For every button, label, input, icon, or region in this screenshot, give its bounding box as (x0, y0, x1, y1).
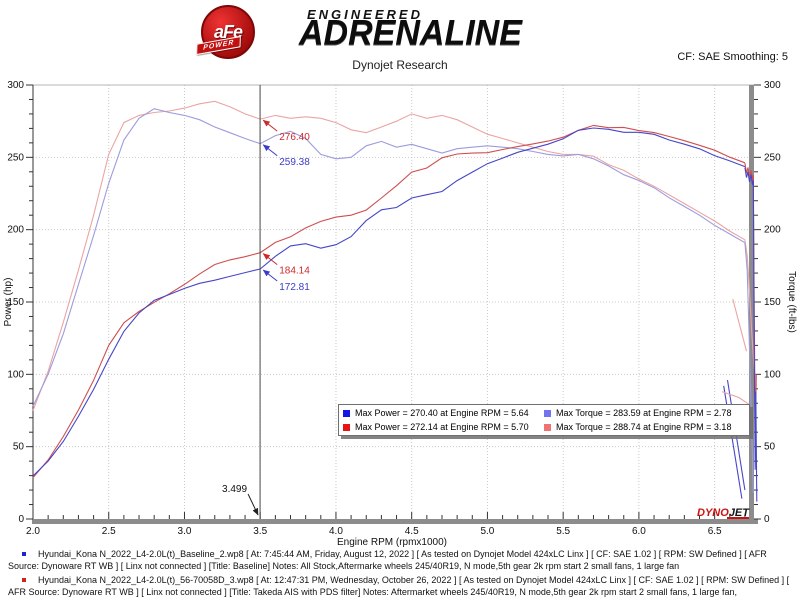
x-axis-title: Engine RPM (rpmx1000) (337, 537, 447, 548)
legend-swatch-icon (343, 423, 350, 431)
y-axis-left: 0 50 100 150 200 250 300 Power (hp) (3, 80, 33, 525)
annotations: 276.40 259.38 184.14 172.81 (262, 119, 310, 293)
legend-swatch-icon (343, 409, 350, 417)
svg-text:3.5: 3.5 (253, 526, 267, 537)
noise-torque_takeda (722, 391, 750, 406)
svg-text:250: 250 (7, 152, 24, 163)
page-title: Dynojet Research (352, 58, 448, 72)
annotation-value: 276.40 (279, 132, 310, 143)
y-axis-right: 0 50 100 150 200 250 300 Torque (ft-lbs) (754, 80, 797, 525)
note-text: Hyundai_Kona N_2022_L4-2.0L(t)_56-70058D… (8, 575, 790, 597)
svg-text:2.0: 2.0 (26, 526, 40, 537)
svg-text:200: 200 (7, 225, 24, 236)
legend-swatch-icon (544, 409, 551, 417)
legend-entry: Max Torque = 288.74 at Engine RPM = 3.18 (544, 420, 745, 434)
legend-text: Max Torque = 288.74 at Engine RPM = 3.18 (556, 422, 732, 432)
svg-text:50: 50 (764, 442, 776, 453)
cursor-value-label: 3.499 (222, 484, 247, 495)
annotation-value: 172.81 (279, 282, 310, 293)
svg-text:150: 150 (764, 297, 781, 308)
series-power_baseline (32, 127, 746, 477)
svg-text:6.0: 6.0 (632, 526, 646, 537)
logo-adrenaline-text: ADRENALINE (299, 13, 522, 53)
svg-text:4.5: 4.5 (405, 526, 419, 537)
svg-text:5.5: 5.5 (556, 526, 570, 537)
series-torque_baseline (32, 108, 746, 407)
svg-text:4.0: 4.0 (329, 526, 343, 537)
legend-entry: Max Power = 270.40 at Engine RPM = 5.64 (343, 406, 544, 420)
svg-text:2.5: 2.5 (102, 526, 116, 537)
legend-entry: Max Torque = 283.59 at Engine RPM = 2.78 (544, 406, 745, 420)
svg-text:100: 100 (764, 369, 781, 380)
svg-text:6.5: 6.5 (708, 526, 722, 537)
smoothing-label: CF: SAE Smoothing: 5 (677, 51, 788, 63)
series-curves (32, 100, 758, 502)
note-bullet-icon (22, 552, 26, 556)
svg-text:300: 300 (7, 80, 24, 91)
legend-text: Max Power = 272.14 at Engine RPM = 5.70 (355, 422, 529, 432)
svg-text:DYNOJET: DYNOJET (697, 507, 750, 519)
annotation-value: 259.38 (279, 157, 310, 168)
svg-text:300: 300 (764, 80, 781, 91)
noise-power_baseline (723, 385, 743, 499)
cursor: 3.499 (222, 85, 261, 519)
y-axis-right-title: Torque (ft-lbs) (786, 271, 797, 333)
series-torque_takeda (32, 100, 746, 411)
legend-text: Max Torque = 283.59 at Engine RPM = 2.78 (556, 408, 732, 418)
x-axis: 2.0 2.5 3.0 3.5 4.0 4.5 5.0 5.5 6.0 6.5 Engine RPM… (26, 512, 746, 548)
svg-text:250: 250 (764, 152, 781, 163)
noise-torque_baseline (744, 242, 754, 494)
svg-text:100: 100 (7, 369, 24, 380)
svg-text:50: 50 (13, 442, 25, 453)
note-bullet-icon (22, 578, 26, 582)
svg-text:0: 0 (18, 514, 24, 525)
legend-swatch-icon (544, 423, 551, 431)
svg-text:150: 150 (7, 297, 24, 308)
noise-power_baseline (744, 167, 758, 502)
y-axis-left-title: Power (hp) (3, 278, 14, 327)
svg-text:5.0: 5.0 (480, 526, 494, 537)
gridlines (33, 85, 751, 519)
logo-engineered-text: ENGINEERED (307, 7, 423, 22)
run-note-line: Hyundai_Kona N_2022_L4-2.0L(t)_Baseline_… (0, 549, 796, 572)
series-power_takeda (32, 124, 746, 478)
noise-torque_takeda (732, 298, 748, 352)
chart-legend: Max Power = 270.40 at Engine RPM = 5.64 M… (338, 404, 750, 436)
legend-text: Max Power = 270.40 at Engine RPM = 5.64 (355, 408, 529, 418)
header: aFe POWER ENGINEERED ADRENALINE Dynojet … (0, 0, 800, 80)
dynojet-watermark: DYNOJET (697, 507, 750, 519)
axis-spines (32, 84, 758, 524)
svg-text:200: 200 (764, 225, 781, 236)
annotation-value: 184.14 (279, 266, 310, 277)
note-text: Hyundai_Kona N_2022_L4-2.0L(t)_Baseline_… (8, 549, 767, 571)
svg-text:3.0: 3.0 (178, 526, 192, 537)
svg-text:0: 0 (764, 514, 770, 525)
legend-entry: Max Power = 272.14 at Engine RPM = 5.70 (343, 420, 544, 434)
run-note-line: Hyundai_Kona N_2022_L4-2.0L(t)_56-70058D… (0, 575, 796, 598)
